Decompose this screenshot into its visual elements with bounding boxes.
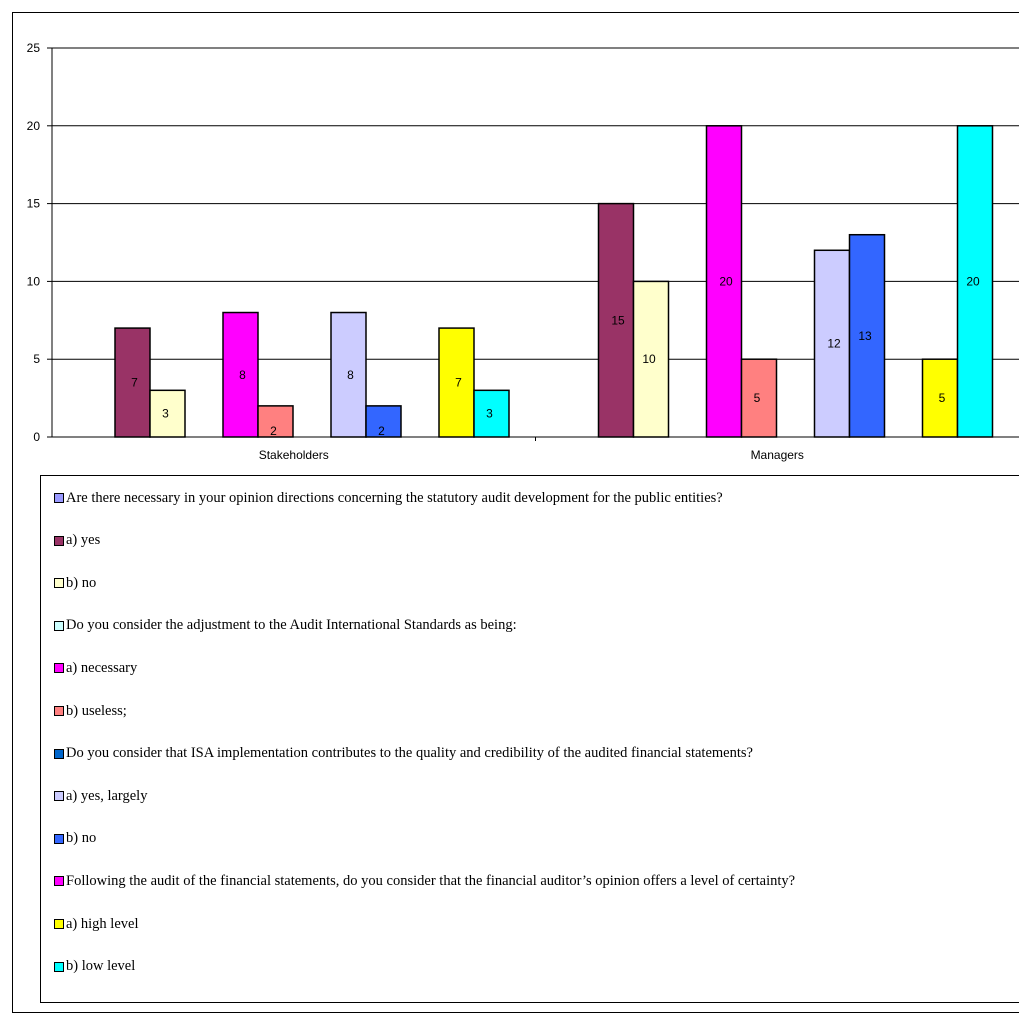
bar — [114, 327, 151, 438]
bar — [330, 311, 367, 438]
legend-item: b) no — [54, 574, 96, 592]
data-label: 5 — [754, 391, 761, 405]
y-tick-label: 15 — [27, 197, 41, 211]
legend-item: a) yes — [54, 532, 100, 550]
legend-item: a) yes, largely — [54, 787, 147, 805]
data-label: 20 — [719, 274, 733, 288]
legend-label: Do you consider the adjustment to the Au… — [66, 617, 517, 634]
legend-label: b) no — [66, 830, 97, 847]
bar — [257, 405, 294, 438]
legend-label: a) yes — [66, 532, 101, 549]
legend-swatch — [54, 748, 64, 759]
legend: Are there necessary in your opinion dire… — [40, 475, 1019, 1003]
legend-label: b) no — [66, 574, 97, 591]
data-label: 7 — [131, 376, 138, 390]
legend-label: Following the audit of the financial sta… — [66, 872, 796, 889]
y-tick-label: 20 — [27, 119, 41, 133]
legend-label: b) useless; — [66, 702, 127, 719]
bar — [705, 125, 743, 438]
data-label: 8 — [347, 368, 354, 382]
data-label: 3 — [486, 407, 493, 421]
y-tick-label: 10 — [27, 274, 41, 288]
bar — [438, 327, 475, 438]
bar — [813, 249, 851, 438]
bar — [365, 405, 402, 438]
data-label: 20 — [966, 274, 980, 288]
legend-item: a) necessary — [54, 659, 137, 677]
x-tick-label: Stakeholders — [259, 448, 329, 462]
legend-item: b) low level — [54, 958, 135, 976]
legend-label: Do you consider that ISA implementation … — [66, 745, 753, 762]
bar — [956, 125, 994, 438]
legend-item: a) high level — [54, 915, 138, 933]
legend-swatch — [54, 493, 64, 503]
data-label: 10 — [642, 352, 656, 366]
data-label: 7 — [455, 376, 462, 390]
legend-swatch — [54, 876, 64, 887]
bar — [740, 358, 778, 438]
bar-chart: 0 5 10 15 20 25 Stakeholders Managers 7 3 8 2 8 2 7 3 15… — [27, 41, 1019, 462]
y-tick-label: 0 — [33, 430, 40, 444]
bar — [149, 389, 186, 438]
legend-label: a) necessary — [66, 659, 138, 676]
data-label: 2 — [270, 424, 277, 438]
bar — [597, 202, 635, 438]
data-label: 3 — [162, 407, 169, 421]
data-label: 15 — [611, 313, 625, 327]
bar — [848, 233, 886, 438]
legend-item: b) no — [54, 830, 96, 848]
legend-swatch — [54, 663, 64, 674]
legend-swatch — [54, 961, 64, 972]
legend-label: b) low level — [66, 958, 136, 975]
x-tick-label: Managers — [751, 448, 804, 462]
legend-swatch — [54, 791, 64, 802]
legend-label: Are there necessary in your opinion dire… — [66, 489, 723, 506]
data-label: 8 — [239, 368, 246, 382]
data-label: 5 — [939, 391, 946, 405]
legend-item: b) useless; — [54, 702, 127, 720]
bar — [222, 311, 259, 438]
y-tick-label: 5 — [33, 352, 40, 366]
legend-swatch — [54, 919, 64, 929]
data-label: 13 — [858, 329, 872, 343]
legend-item: Are there necessary in your opinion dire… — [54, 489, 723, 507]
legend-item: Do you consider that ISA implementation … — [54, 745, 753, 763]
bar — [632, 280, 670, 438]
legend-swatch — [54, 535, 64, 546]
legend-swatch — [54, 833, 64, 844]
y-tick-label: 25 — [27, 41, 41, 55]
legend-swatch — [54, 578, 64, 589]
legend-label: a) high level — [66, 915, 139, 932]
bar — [473, 389, 510, 438]
legend-swatch — [54, 706, 64, 716]
legend-label: a) yes, largely — [66, 787, 148, 804]
data-label: 2 — [378, 424, 385, 438]
legend-item: Do you consider the adjustment to the Au… — [54, 617, 517, 635]
legend-item: Following the audit of the financial sta… — [54, 872, 795, 890]
legend-swatch — [54, 620, 64, 631]
data-label: 12 — [827, 337, 841, 351]
chart-frame — [12, 12, 1019, 1013]
